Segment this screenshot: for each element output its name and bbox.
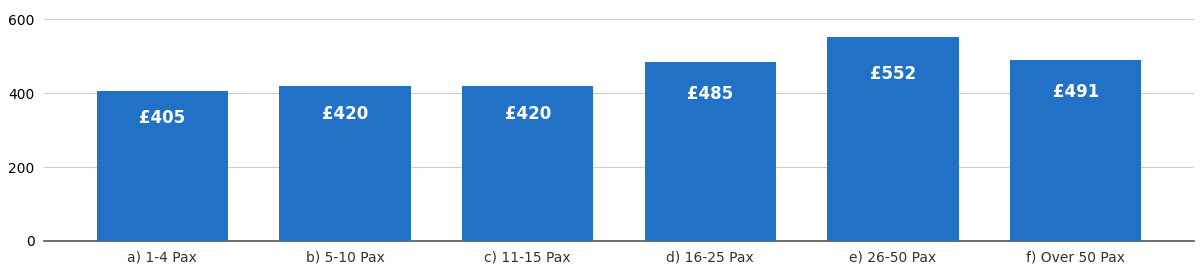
Bar [462,86,594,241]
Text: £552: £552 [870,65,916,83]
Bar [827,37,959,241]
Text: £420: £420 [505,105,551,123]
Bar [644,62,776,241]
Text: £485: £485 [688,85,733,103]
Bar [279,86,411,241]
Text: £420: £420 [322,105,368,123]
Bar [96,91,228,241]
Text: £491: £491 [1053,83,1099,101]
Text: £405: £405 [139,109,185,127]
Bar [1010,60,1142,241]
